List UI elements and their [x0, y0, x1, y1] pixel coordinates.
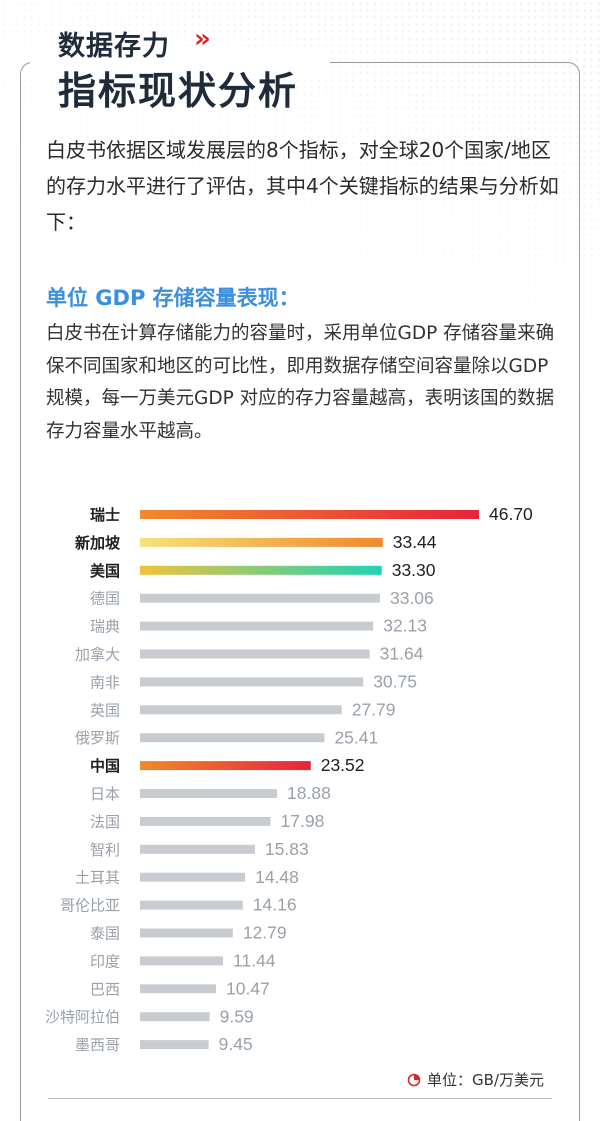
value-label: 23.52	[321, 755, 365, 775]
category-label: 法国	[90, 813, 120, 831]
category-label: 瑞士	[90, 506, 120, 524]
value-label: 46.70	[489, 504, 533, 524]
category-label: 巴西	[90, 980, 120, 998]
value-label: 9.45	[219, 1034, 253, 1054]
bottom-divider	[48, 1098, 552, 1099]
bar	[140, 789, 278, 798]
value-label: 17.98	[281, 811, 325, 831]
bar	[140, 956, 224, 966]
bar	[140, 677, 364, 687]
bar	[140, 928, 233, 938]
category-label: 俄罗斯	[75, 729, 120, 747]
bar	[140, 593, 380, 603]
bar	[140, 510, 479, 519]
intro-paragraph: 白皮书依据区域发展层的8个指标，对全球20个国家/地区的存力水平进行了评估，其中…	[46, 138, 559, 234]
category-label: 新加坡	[75, 534, 120, 552]
section-description: 白皮书在计算存储能力的容量时，采用单位GDP 存储容量来确保不同国家和地区的可比…	[46, 323, 555, 442]
value-label: 25.41	[334, 727, 378, 747]
value-label: 11.44	[233, 951, 276, 971]
bar	[140, 621, 374, 631]
value-label: 18.88	[287, 783, 331, 803]
category-label: 智利	[90, 841, 120, 859]
category-label: 日本	[90, 785, 120, 803]
chevron-right-icon: »	[194, 24, 211, 54]
bar	[140, 844, 255, 854]
section-title: 单位 GDP 存储容量表现：	[46, 286, 300, 310]
category-label: 中国	[90, 757, 120, 775]
category-label: 英国	[90, 701, 120, 719]
bar	[140, 761, 311, 771]
bar	[140, 872, 246, 882]
value-label: 27.79	[352, 699, 396, 719]
bar	[140, 649, 370, 659]
value-label: 32.13	[383, 616, 427, 636]
category-label: 哥伦比亚	[60, 897, 120, 915]
bar	[140, 537, 383, 547]
unit-text: 单位：GB/万美元	[427, 1071, 544, 1089]
value-label: 15.83	[265, 839, 309, 859]
bar-chart: 瑞士 46.70 新加坡 33.44 美国 33.30 德国 33.06 瑞典 32.13 加拿大 3…	[45, 504, 533, 1054]
category-label: 加拿大	[75, 646, 120, 664]
category-label: 瑞典	[90, 618, 120, 636]
value-label: 12.79	[243, 923, 287, 943]
category-label: 南非	[90, 673, 120, 691]
unit-label: 单位：GB/万美元	[407, 1069, 544, 1090]
bar	[140, 816, 271, 826]
dot-pattern-background	[0, 0, 600, 520]
bar	[140, 705, 342, 715]
value-label: 31.64	[380, 644, 424, 664]
value-label: 33.30	[392, 560, 436, 580]
value-label: 33.44	[393, 532, 437, 552]
bar	[140, 565, 382, 575]
bar	[140, 984, 217, 994]
header-title-big: 指标现状分析	[58, 69, 299, 113]
value-label: 9.59	[220, 1006, 254, 1026]
bar	[140, 900, 243, 910]
value-label: 10.47	[226, 978, 270, 998]
category-label: 沙特阿拉伯	[45, 1008, 120, 1026]
frame-gap	[30, 50, 330, 80]
category-label: 印度	[90, 952, 120, 970]
category-label: 美国	[90, 562, 120, 580]
value-label: 14.48	[255, 867, 299, 887]
header-title-small: 数据存力	[58, 31, 170, 62]
category-label: 泰国	[90, 925, 120, 943]
category-label: 土耳其	[75, 869, 120, 887]
value-label: 33.06	[390, 588, 434, 608]
bar	[140, 1040, 209, 1050]
category-label: 德国	[90, 590, 120, 608]
category-label: 墨西哥	[75, 1036, 120, 1054]
value-label: 14.16	[253, 895, 297, 915]
pie-chart-icon	[407, 1073, 421, 1086]
bar	[140, 733, 325, 743]
bar	[140, 1012, 210, 1022]
value-label: 30.75	[373, 672, 417, 692]
